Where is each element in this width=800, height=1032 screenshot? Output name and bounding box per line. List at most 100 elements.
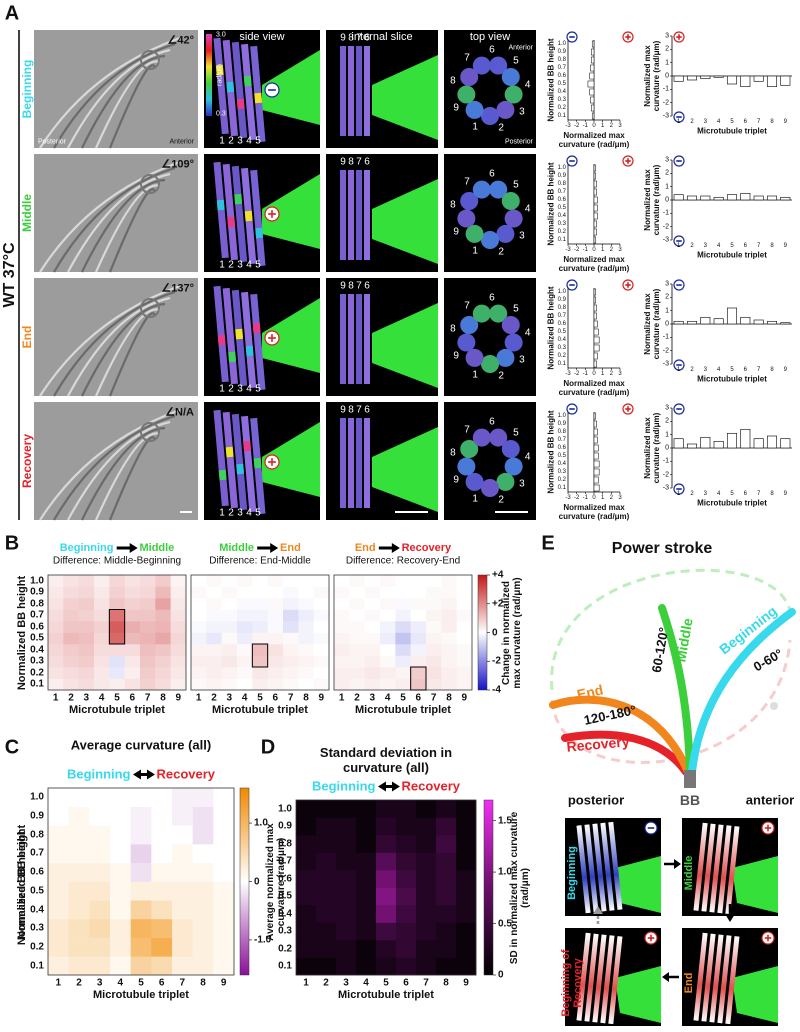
x-tick-label: 7: [430, 692, 437, 704]
x-tick-label: 2: [323, 977, 329, 989]
y-tick-label: 1: [665, 431, 669, 439]
heat-cell: [89, 788, 111, 807]
heat-cell: [110, 862, 131, 882]
triplet-stripe: [213, 285, 229, 383]
x-tick-label: 6: [415, 692, 422, 704]
sign-icon: [644, 821, 658, 835]
heat-cell: [191, 575, 207, 587]
heat-cell: [252, 598, 268, 610]
triplet-number: 6: [489, 44, 495, 56]
triplet-number: 1: [219, 259, 225, 271]
title-parts: Beginning Recovery: [312, 779, 460, 794]
curvature-scale: [206, 34, 212, 116]
sign-icon: [264, 454, 280, 470]
colorbar: [483, 799, 494, 976]
heat-cell: [426, 667, 442, 679]
bar: [587, 80, 595, 88]
y-tick-label: -2: [662, 347, 669, 355]
em-filament: [81, 178, 166, 273]
x-tick-label: 3: [369, 692, 376, 704]
heat-cell: [364, 586, 381, 599]
x-axis-label: Normalized max curvature (rad/μm): [558, 255, 630, 273]
heat-cell: [155, 667, 171, 679]
em-filament: [108, 188, 157, 273]
heat-cell: [376, 835, 397, 853]
y-axis-label: Normalized max curvature (rad/μm): [643, 164, 661, 236]
heat-cell: [396, 870, 417, 888]
heat-cell: [298, 678, 314, 691]
y-tick-label: 1.0: [30, 575, 44, 587]
panel-label: E: [541, 532, 555, 555]
heat-cell: [395, 575, 411, 587]
y-tick-label: 0.3: [557, 97, 566, 103]
heat-cell: [68, 881, 90, 901]
x-tick-label: -3: [565, 495, 571, 501]
bar: [593, 452, 599, 460]
x-axis-label: Microtubule triplet: [697, 126, 767, 136]
heat-cell: [48, 937, 69, 957]
heat-cell: [237, 598, 253, 610]
heat-cell: [252, 632, 268, 645]
y-tick-label: 0.4: [557, 337, 566, 343]
triplet-blob: [457, 209, 476, 228]
heat-cell: [48, 609, 64, 622]
x-tick-label: 8: [200, 977, 206, 989]
y-tick-label: 2: [665, 293, 669, 301]
x-tick-label: 9: [783, 243, 787, 249]
heat-cell: [48, 788, 69, 807]
bar: [686, 320, 698, 325]
colorbar-tick-label: 1.5: [498, 815, 512, 827]
heat-cell: [68, 825, 90, 845]
heat-cell: [170, 586, 187, 599]
heat-cell: [130, 900, 152, 920]
triplet-blob: [472, 304, 491, 323]
x-axis-label: Normalized max curvature (rad/μm): [558, 379, 630, 397]
bar: [713, 75, 724, 78]
triplet-number: 1: [472, 493, 478, 505]
tilt-angle: ∠137°: [161, 282, 194, 295]
triplet-number: 5: [513, 179, 519, 191]
triplet-stripe: [364, 294, 370, 384]
direction-label: Anterior: [169, 138, 194, 146]
x-tick-label: 1: [676, 491, 681, 497]
bar: [593, 236, 597, 244]
heat-cell: [416, 887, 437, 906]
x-tick-label: 9: [463, 977, 469, 989]
triplet-number: 3: [237, 135, 243, 147]
heat-cell: [416, 957, 437, 976]
y-tick-label: 0: [665, 444, 669, 452]
y-tick-label: 0.3: [557, 345, 566, 351]
heat-cell: [221, 655, 238, 668]
heat-cell: [94, 644, 110, 656]
bar: [713, 196, 724, 201]
heat-cell: [376, 800, 397, 818]
heat-cell: [396, 905, 417, 923]
x-tick-label: 7: [756, 119, 761, 125]
scale-max: 3.0: [216, 31, 226, 39]
heat-cell: [170, 575, 187, 587]
y-tick-label: 0.6: [557, 73, 566, 79]
bar: [686, 443, 698, 449]
heat-cell: [316, 940, 337, 958]
triplet-number: 9: [453, 226, 459, 238]
heat-cell: [252, 586, 268, 599]
triplet-number: 3: [519, 478, 525, 490]
heat-cell: [191, 586, 207, 599]
triplet-blob: [504, 333, 523, 352]
triplet-number: 7: [464, 52, 470, 64]
bar: [740, 192, 751, 201]
heat-cell: [364, 609, 381, 622]
x-tick-label: 3: [703, 119, 707, 125]
y-tick-label: -2: [662, 471, 669, 479]
heat-cell: [410, 632, 427, 645]
heat-cell: [140, 586, 156, 599]
heat-cell: [436, 852, 457, 871]
stage-name: End: [280, 542, 301, 554]
x-tick-label: 2: [354, 692, 360, 704]
bar: [591, 48, 595, 56]
y-tick-label: 0.7: [557, 437, 566, 443]
heat-cell: [349, 655, 365, 668]
x-tick-label: 6: [129, 692, 136, 704]
x-tick-label: 9: [318, 692, 325, 704]
heat-cell: [395, 598, 411, 610]
